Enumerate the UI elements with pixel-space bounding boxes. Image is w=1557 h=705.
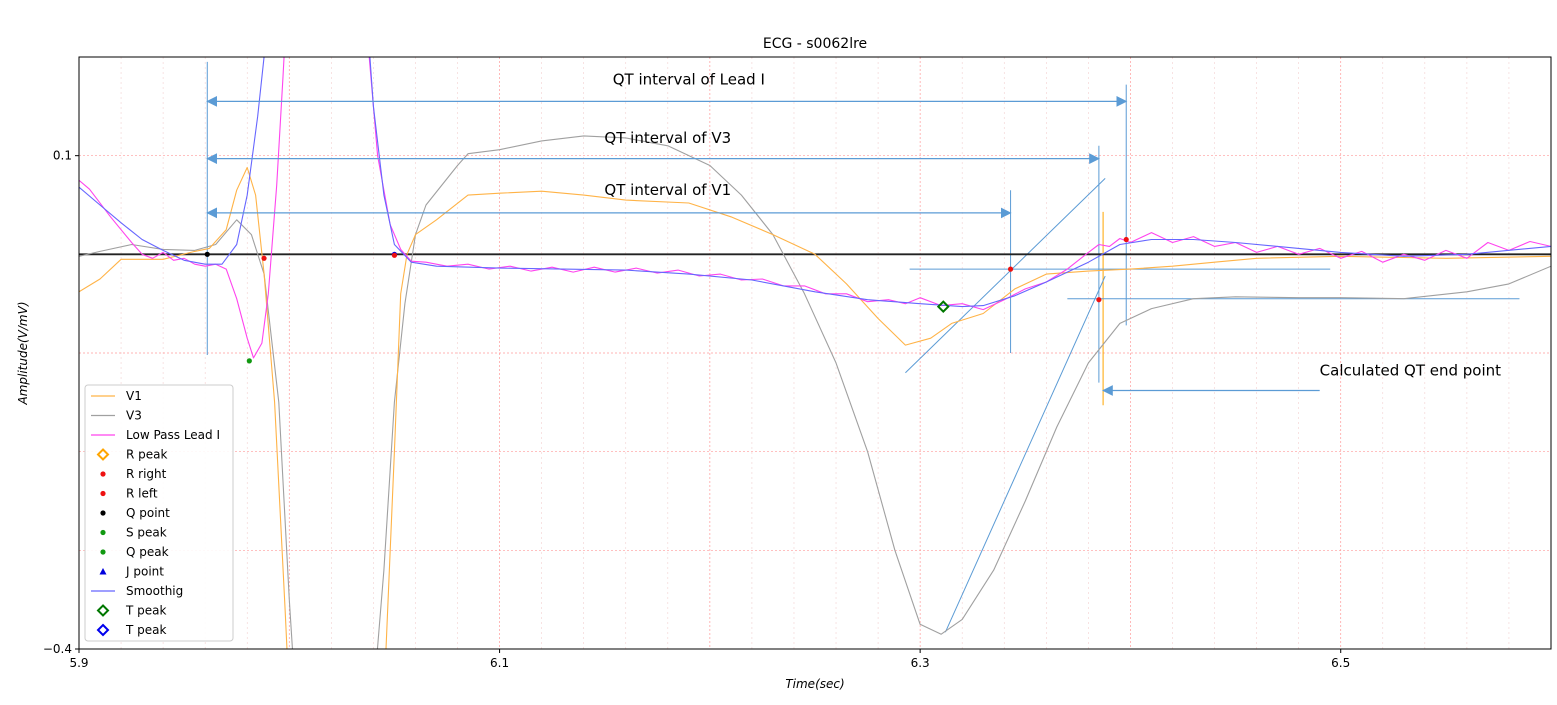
plot-frame [78,56,1552,650]
legend-label: S peak [126,526,167,540]
series-line-low-pass-lead-i [368,57,1551,311]
legend-label: R peak [126,448,168,462]
x-tick-label: 5.9 [69,656,88,670]
marker-r-left [1007,266,1014,272]
legend-label: Smoothig [126,584,183,598]
legend-label: J point [125,565,164,579]
x-tick-label: 6.5 [1331,656,1350,670]
x-tick-label: 6.1 [490,656,509,670]
legend-label: V1 [126,389,142,403]
qt-annotations: QT interval of Lead I QT interval of V3 QT… [206,71,1501,396]
series-line-low-pass-lead-i [79,57,285,359]
series-line-smoothig [79,57,265,265]
y-axis-label: Amplitude(V/mV) [16,301,30,405]
marker-r-left [1096,297,1102,303]
legend-box [84,384,234,642]
legend-label: Q point [126,506,170,520]
annotation-text-qt-v3: QT interval of V3 [604,129,731,147]
legend-label: R right [126,467,167,481]
legend-label: T peak [125,623,166,637]
guide-line-tangent [905,178,1106,374]
legend-label: V3 [126,409,142,423]
legend-swatch-triangle [99,568,107,575]
y-tick-label: −0.4 [43,642,72,656]
annotation-text-calc-qt-end: Calculated QT end point [1320,362,1501,380]
legend-swatch-dot [100,529,106,536]
x-axis-ticks: 5.9 6.1 6.3 6.5 [69,649,1350,670]
annotation-text-qt-v1: QT interval of V1 [604,181,731,199]
legend-swatch-dot [100,471,106,477]
legend-label: T peak [125,604,166,618]
legend-label: Low Pass Lead I [126,428,220,442]
legend-label: R left [126,487,158,501]
series-line-v3 [376,135,1551,649]
marker-q-point [204,251,210,257]
legend-swatch-dot [100,549,106,555]
annotation-text-qt-lead-i: QT interval of Lead I [613,71,765,89]
series-line-v1 [385,190,1551,649]
legend-label: Q peak [126,545,169,559]
y-tick-label: 0.1 [53,149,72,163]
marker-s-peak [246,358,252,364]
series-line-v3 [79,219,294,649]
grid-lines [78,56,1552,650]
marker-r-right [261,255,267,261]
point-markers [204,236,1129,364]
legend-swatch-diamond [96,623,110,637]
guide-lines [206,61,1520,633]
legend-swatch-diamond [96,604,110,617]
x-tick-label: 6.3 [911,656,930,670]
legend-swatch-dot [100,490,106,497]
y-axis-ticks: −0.4 0.1 [43,149,79,656]
legend-swatch-dot [100,510,106,516]
marker-r-left [1123,236,1129,243]
marker-t-peak [936,300,950,314]
chart-title: ECG - s0062lre [763,36,867,52]
guide-line-tangent [944,275,1106,633]
series-lines [79,57,1551,649]
legend: V1 V3 Low Pass Lead I R peak R right R left Q … [84,384,234,642]
legend-swatch-diamond [96,448,110,461]
marker-r-left [391,252,398,258]
x-axis-label: Time(sec) [785,677,844,691]
series-line-smoothig [369,57,1551,308]
